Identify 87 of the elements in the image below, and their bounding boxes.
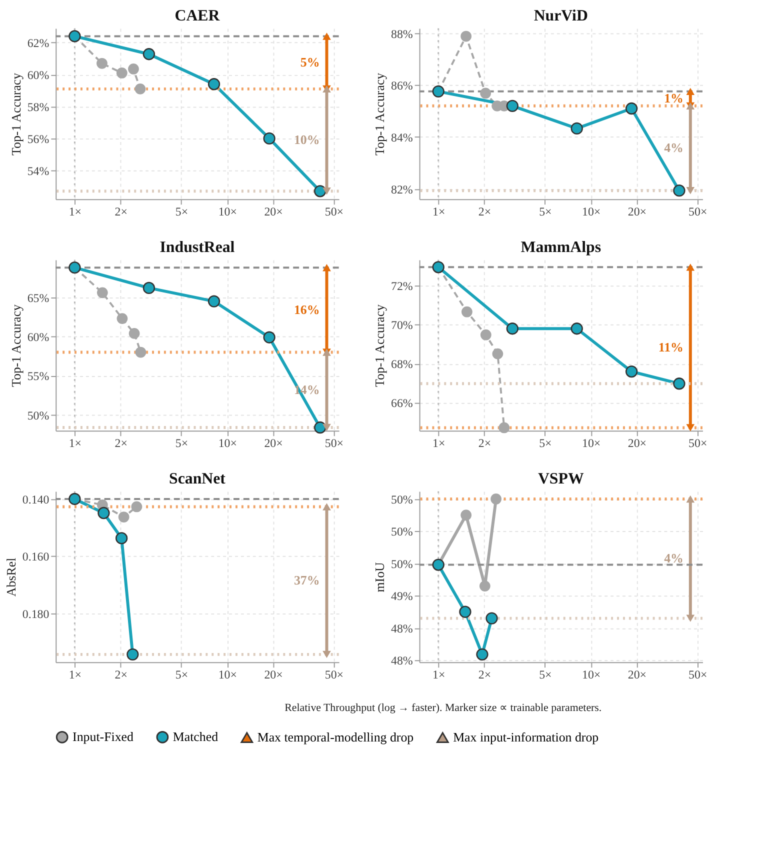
annotation: 1% [664, 90, 684, 106]
x-tick-label: 10× [582, 436, 601, 450]
y-tick-label: 88% [391, 26, 413, 41]
y-tick-label: 82% [391, 182, 413, 196]
y-tick-label: 56% [27, 132, 50, 146]
x-tick-label: 20× [264, 204, 283, 219]
y-axis-title: Top-1 Accuracy [8, 304, 24, 387]
x-tick-label: 10× [582, 204, 601, 219]
annotation: 16% [294, 302, 320, 317]
y-tick-label: 50% [391, 556, 413, 571]
x-tick-label: 2× [114, 436, 128, 450]
annotation: 10% [294, 132, 320, 148]
y-tick-label: 48% [391, 654, 413, 668]
chart-title: MammAlps [520, 239, 602, 256]
y-tick-label: 55% [27, 369, 50, 384]
y-tick-label: 0.160 [22, 550, 50, 564]
x-tick-label: 20× [264, 668, 283, 682]
y-tick-label: 50% [391, 492, 413, 506]
legend-label: Matched [172, 729, 219, 744]
x-tick-label: 1× [432, 204, 446, 219]
y-axis-title: Top-1 Accuracy [372, 304, 388, 387]
x-tick-label: 1× [68, 668, 82, 682]
x-tick-label: 5× [539, 668, 552, 682]
text: Relative Throughput (log → faster). Marker size ∝ trainable parameters. [284, 702, 602, 714]
x-tick-label: 1× [68, 204, 82, 219]
y-tick-label: 65% [27, 290, 50, 305]
annotation: 11% [658, 339, 684, 354]
y-tick-label: 58% [27, 100, 50, 114]
y-tick-label: 68% [391, 357, 413, 372]
x-tick-label: 10× [218, 436, 237, 450]
y-tick-label: 0.140 [22, 492, 50, 506]
x-tick-label: 2× [478, 204, 492, 219]
x-tick-label: 50× [688, 668, 708, 682]
y-tick-label: 70% [391, 318, 413, 332]
y-axis-title: AbsRel [3, 557, 18, 597]
x-tick-label: 2× [114, 668, 128, 682]
x-tick-label: 2× [478, 668, 492, 682]
chart-title: NurViD [534, 8, 588, 25]
y-axis-title: Top-1 Accuracy [372, 72, 388, 156]
chart-title: ScanNet [169, 470, 226, 488]
x-tick-label: 2× [478, 436, 492, 450]
annotation: 37% [294, 572, 320, 588]
x-tick-label: 5× [175, 436, 188, 450]
y-tick-label: 54% [27, 164, 50, 178]
x-tick-label: 20× [628, 204, 647, 219]
legend-label: Input-Fixed [72, 729, 134, 744]
x-tick-label: 50× [324, 204, 344, 219]
x-tick-label: 50× [324, 668, 344, 682]
x-tick-label: 20× [628, 668, 647, 682]
y-tick-label: 0.180 [22, 606, 50, 621]
x-tick-label: 50× [324, 436, 344, 450]
y-tick-label: 60% [27, 68, 50, 82]
y-tick-label: 49% [391, 589, 413, 604]
x-tick-label: 5× [539, 204, 552, 219]
y-tick-label: 50% [27, 408, 50, 422]
y-tick-label: 66% [391, 396, 413, 410]
y-tick-label: 48% [391, 621, 413, 636]
x-tick-label: 50× [688, 436, 708, 450]
x-tick-label: 50× [688, 204, 708, 219]
legend-label: Max input-information drop [453, 730, 599, 745]
annotation: 5% [300, 54, 320, 70]
legend-label: Max temporal-modelling drop [257, 730, 414, 745]
x-tick-label: 10× [218, 204, 237, 219]
x-tick-label: 1× [432, 668, 446, 682]
x-tick-label: 10× [582, 668, 601, 682]
y-axis-title: Top-1 Accuracy [8, 72, 24, 156]
y-tick-label: 60% [27, 330, 50, 344]
x-tick-label: 20× [264, 436, 283, 450]
chart-title: VSPW [538, 470, 584, 488]
x-tick-label: 5× [539, 436, 552, 450]
x-tick-label: 20× [628, 436, 647, 450]
x-tick-label: 1× [432, 436, 446, 450]
y-axis-title: mIoU [372, 561, 388, 592]
annotation: 4% [664, 550, 684, 566]
chart-title: CAER [174, 8, 220, 25]
x-tick-label: 10× [218, 668, 237, 682]
y-tick-label: 84% [391, 130, 413, 144]
y-tick-label: 50% [391, 524, 413, 539]
x-tick-label: 1× [68, 436, 82, 450]
y-tick-label: 62% [27, 36, 50, 50]
annotation: 4% [664, 140, 684, 156]
chart-title: IndustReal [160, 239, 236, 256]
x-tick-label: 5× [175, 668, 188, 682]
x-tick-label: 2× [114, 204, 128, 219]
y-tick-label: 72% [391, 279, 413, 294]
y-tick-label: 86% [391, 78, 413, 93]
x-tick-label: 5× [175, 204, 188, 219]
